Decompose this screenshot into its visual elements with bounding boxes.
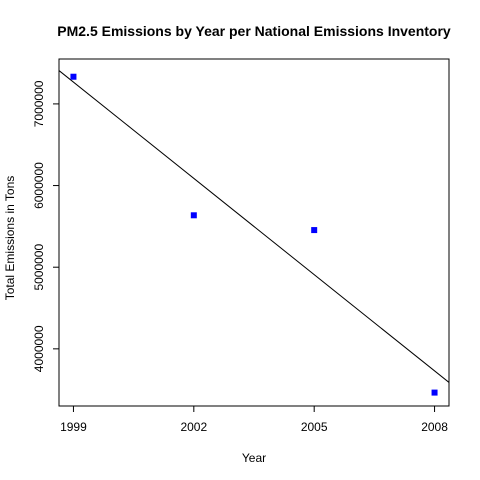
y-tick-label: 4000000	[32, 325, 46, 372]
data-point	[190, 212, 197, 219]
y-tick-label: 7000000	[32, 80, 46, 127]
data-point	[311, 227, 318, 234]
chart-title: PM2.5 Emissions by Year per National Emi…	[57, 23, 451, 39]
plot-frame	[58, 58, 450, 407]
plot-area: 1999 2002 2005 2008 4000000 5000000 6000000 700…	[32, 58, 450, 434]
x-tick-label: 1999	[60, 420, 87, 434]
y-tick-label: 6000000	[32, 162, 46, 209]
x-axis-label: Year	[242, 451, 266, 465]
x-tick-label: 2008	[421, 420, 448, 434]
x-tick-label: 2002	[180, 420, 207, 434]
y-axis-label: Total Emissions in Tons	[3, 176, 17, 301]
y-tick-label: 5000000	[32, 244, 46, 291]
trend-line	[59, 70, 449, 383]
data-point	[431, 389, 438, 396]
data-point	[70, 73, 77, 80]
x-tick-label: 2005	[301, 420, 328, 434]
